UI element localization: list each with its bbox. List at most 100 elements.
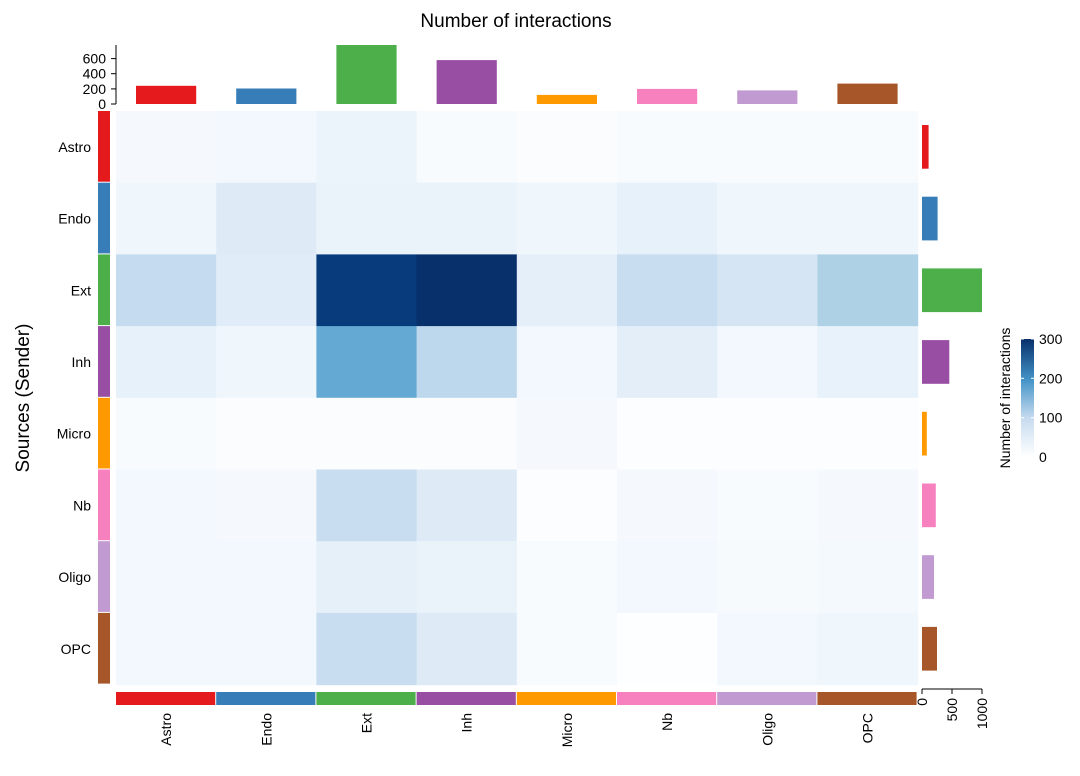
heatmap-cell-ext-opc [817,254,919,327]
row-strip-astro [98,111,110,182]
heatmap-cell-micro-endo [216,397,317,471]
right-axis-tick-label: 1000 [974,698,990,729]
row-strip-opc [98,612,110,684]
heatmap-cell-oligo-nb [617,541,718,614]
heatmap-cell-ext-micro [516,254,618,327]
heatmap-cell-inh-micro [516,326,618,399]
right-axis-tick-label: 0 [914,698,930,706]
col-label-opc: OPC [860,713,876,743]
legend-tick-label: 300 [1039,331,1063,347]
row-label-ext: Ext [71,282,91,298]
col-strip-endo [216,692,316,705]
heatmap-cell-inh-ext [316,326,418,399]
heatmap-cell-inh-nb [617,326,718,399]
heatmap-cell-opc-nb [617,612,718,686]
heatmap-cell-ext-oligo [717,254,818,327]
heatmap-cell-nb-astro [116,469,217,542]
legend-gradient-bar [1021,339,1034,457]
heatmap-cell-astro-micro [516,111,618,184]
row-label-opc: OPC [61,641,91,657]
heatmap-cell-oligo-inh [416,541,518,614]
heatmap-cell-endo-ext [316,182,418,255]
top-axis-tick-label: 200 [83,81,107,97]
top-bar-ext [336,45,397,104]
top-bar-nb [637,88,698,104]
heatmap-cell-endo-endo [216,182,317,255]
col-label-nb: Nb [659,713,675,731]
col-label-endo: Endo [258,713,274,746]
row-strip-oligo [98,541,110,612]
heatmap-cell-astro-ext [316,111,418,184]
heatmap-cell-ext-nb [617,254,718,327]
col-strip-inh [416,692,516,705]
heatmap-cell-opc-ext [316,612,418,686]
heatmap-cell-micro-inh [416,397,518,471]
right-bar-inh [922,340,950,384]
heatmap-cell-nb-micro [516,469,618,542]
heatmap-cell-inh-oligo [717,326,818,399]
right-bar-nb [922,483,936,528]
heatmap-cell-micro-micro [516,397,618,471]
heatmap-cell-ext-ext [316,254,418,327]
col-color-strips [116,692,917,705]
top-bars [136,45,898,104]
heatmap-cell-oligo-opc [817,541,919,614]
col-label-astro: Astro [158,713,174,746]
row-strip-micro [98,397,110,469]
row-label-oligo: Oligo [58,569,91,585]
heatmap-cell-oligo-micro [516,541,618,614]
col-label-inh: Inh [459,713,475,732]
col-labels: Astro Endo Ext Inh Micro Nb Oligo OPC [158,713,875,747]
col-label-ext: Ext [359,713,375,733]
col-strip-ext [316,692,416,705]
top-axis-tick-label: 400 [83,66,107,82]
heatmap-cell-micro-nb [617,397,718,471]
heatmap-cell-astro-inh [416,111,518,184]
right-axis-tick-label: 500 [944,698,960,722]
col-strip-opc [817,692,917,705]
top-bar-inh [436,60,497,104]
top-bar-opc [837,83,898,104]
row-color-strips [98,111,110,684]
heatmap-cell-opc-opc [817,612,919,686]
col-strip-oligo [717,692,817,705]
right-bar-astro [922,125,929,169]
col-strip-nb [617,692,717,705]
legend-tick-label: 100 [1039,410,1063,426]
row-label-inh: Inh [72,354,91,370]
heatmap-cell-opc-oligo [717,612,818,686]
top-axis-tick-label: 600 [83,51,107,67]
heatmap-cell-inh-endo [216,326,317,399]
heatmap-cell-endo-inh [416,182,518,255]
right-bars [922,125,982,671]
heatmap-cell-oligo-oligo [717,541,818,614]
top-bar-micro [536,94,597,104]
right-bar-endo [922,196,938,241]
heatmap-cell-astro-astro [116,111,217,184]
heatmap-cell-micro-ext [316,397,418,471]
row-label-endo: Endo [58,211,91,227]
heatmap-cells [116,111,919,686]
row-strip-ext [98,254,110,326]
heatmap-cell-oligo-endo [216,541,317,614]
col-label-oligo: Oligo [759,713,775,746]
heatmap-cell-inh-inh [416,326,518,399]
right-bar-oligo [922,555,934,599]
heatmap-cell-nb-inh [416,469,518,542]
heatmap-cell-endo-astro [116,182,217,255]
top-bar-endo [236,88,297,104]
right-bar-opc [922,626,937,671]
heatmap-cell-opc-endo [216,612,317,686]
row-labels: Astro Endo Ext Inh Micro Nb Oligo OPC [57,139,91,657]
heatmap-cell-nb-endo [216,469,317,542]
heatmap-cell-opc-astro [116,612,217,686]
heatmap-cell-inh-astro [116,326,217,399]
heatmap-cell-inh-opc [817,326,919,399]
heatmap-cell-endo-micro [516,182,618,255]
heatmap-cell-opc-micro [516,612,618,686]
legend-title: Number of interactions [997,328,1013,469]
heatmap-cell-astro-oligo [717,111,818,184]
top-bar-oligo [737,90,798,104]
heatmap-cell-astro-endo [216,111,317,184]
